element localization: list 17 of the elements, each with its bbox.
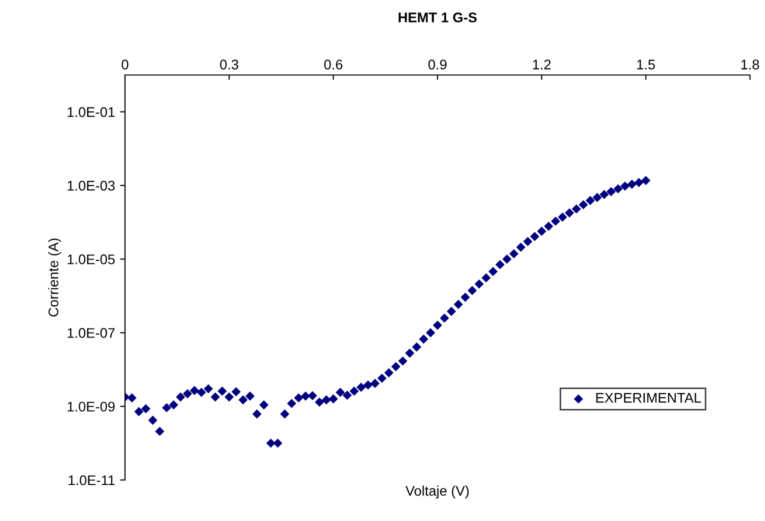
y-tick-label: 1.0E-07	[68, 328, 115, 338]
x-tick-label: 0.6	[324, 60, 342, 70]
x-tick-label: 1.5	[637, 60, 655, 70]
x-tick-label: 0	[122, 60, 128, 70]
x-tick-label: 1.8	[741, 60, 760, 70]
x-tick-label: 1.2	[533, 60, 551, 70]
y-tick-label: 1.0E-01	[68, 107, 115, 117]
y-axis-title: Corriente (A)	[48, 238, 62, 317]
x-tick-label: 0.3	[220, 60, 238, 70]
y-tick-label: 1.0E-05	[68, 254, 115, 264]
x-axis-title: Voltaje (V)	[406, 486, 469, 499]
y-tick-label: 1.0E-03	[68, 180, 115, 191]
chart-title: HEMT 1 G-S	[398, 12, 477, 22]
y-tick-label: 1.0E-11	[68, 475, 115, 486]
x-tick-label: 0.9	[428, 60, 446, 70]
y-tick-label: 1.0E-09	[68, 402, 115, 412]
legend-label: EXPERIMENTAL	[596, 393, 701, 403]
